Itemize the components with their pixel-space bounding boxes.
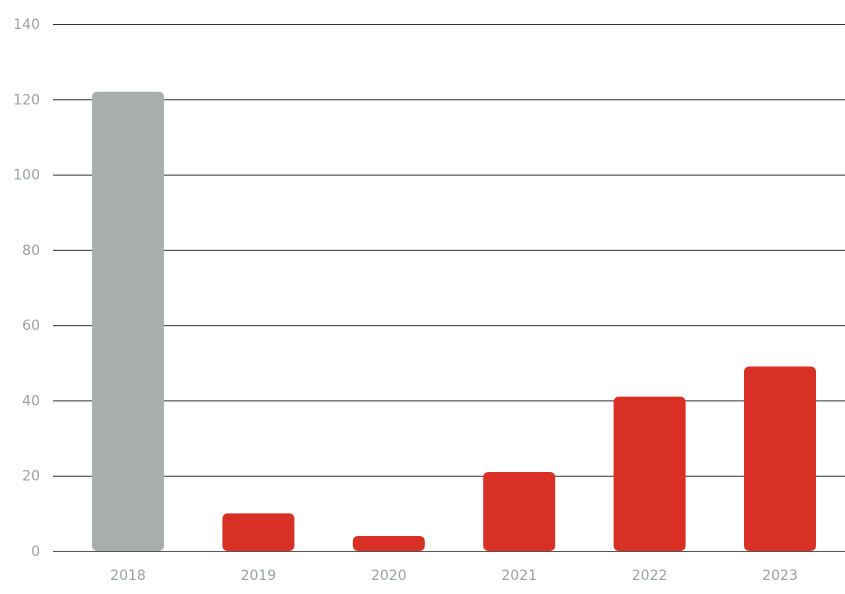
x-tick-label: 2019 [241, 568, 277, 584]
bar-2019 [222, 513, 295, 551]
y-axis-ticks: 0 20 40 60 80 100 120 140 [13, 17, 40, 560]
y-tick-label: 100 [13, 168, 40, 184]
y-tick-label: 120 [13, 92, 40, 108]
y-tick-label: 60 [22, 318, 40, 334]
y-tick-label: 20 [22, 469, 40, 485]
y-tick-label: 140 [13, 17, 40, 33]
y-tick-label: 40 [22, 393, 40, 409]
x-tick-label: 2020 [371, 568, 407, 584]
y-tick-label: 80 [22, 243, 40, 259]
bar-2022 [613, 396, 686, 551]
x-tick-label: 2023 [762, 568, 798, 584]
x-tick-label: 2021 [501, 568, 537, 584]
bar-2018 [92, 91, 164, 551]
y-tick-label: 0 [31, 544, 40, 560]
bar-2023 [744, 366, 816, 551]
bars [92, 91, 816, 551]
gridlines [53, 24, 845, 552]
bar-2020 [352, 535, 425, 551]
bar-2021 [483, 471, 556, 551]
x-tick-label: 2018 [110, 568, 146, 584]
x-axis-ticks: 2018 2019 2020 2021 2022 2023 [110, 568, 798, 584]
x-tick-label: 2022 [632, 568, 668, 584]
